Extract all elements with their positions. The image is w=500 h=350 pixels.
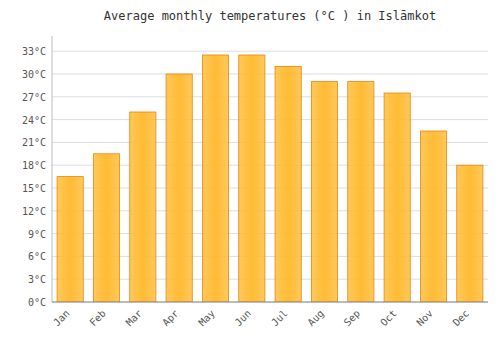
bar <box>57 177 83 302</box>
y-tick-label: 24°C <box>22 115 46 126</box>
x-tick-label: Sep <box>342 308 363 329</box>
x-tick-label: Jan <box>51 308 72 329</box>
bars <box>57 55 483 302</box>
bar <box>202 55 228 302</box>
x-tick-label: Jun <box>233 308 254 329</box>
y-tick-label: 9°C <box>28 229 46 240</box>
y-axis-line <box>52 36 53 302</box>
x-tick-label: Feb <box>87 308 108 329</box>
chart-container: Average monthly temperatures (°C ) in Is… <box>0 0 500 350</box>
title: Average monthly temperatures (°C ) in Is… <box>104 9 436 23</box>
y-tick-label: 6°C <box>28 251 46 262</box>
x-tick-label: Aug <box>305 308 326 329</box>
y-tick-label: 18°C <box>22 160 46 171</box>
bar <box>420 131 446 302</box>
bar <box>275 66 301 302</box>
chart-svg: Average monthly temperatures (°C ) in Is… <box>0 0 500 350</box>
y-tick-label: 0°C <box>28 297 46 308</box>
grid-line <box>52 51 488 52</box>
bar <box>384 93 410 302</box>
grid-line <box>52 119 488 120</box>
grid-line <box>52 302 488 303</box>
grid-line <box>52 96 488 97</box>
y-tick-label: 15°C <box>22 183 46 194</box>
y-tick-label: 30°C <box>22 69 46 80</box>
x-tick-label: Nov <box>414 308 435 329</box>
x-tick-label: Apr <box>160 308 181 329</box>
bar <box>93 154 119 302</box>
bar <box>457 165 483 302</box>
x-tick-label: Dec <box>451 308 472 329</box>
bar <box>130 112 156 302</box>
y-tick-label: 21°C <box>22 137 46 148</box>
x-tick-label: May <box>196 308 217 329</box>
bar <box>311 82 337 302</box>
y-tick-label: 27°C <box>22 92 46 103</box>
x-tick-label: Oct <box>378 308 399 329</box>
bar <box>239 55 265 302</box>
bar <box>166 74 192 302</box>
bar <box>348 82 374 302</box>
grid-line <box>52 74 488 75</box>
grid <box>52 51 488 302</box>
x-axis-line <box>52 302 488 303</box>
page: {"chart_data": {"type": "bar", "title": … <box>0 0 500 350</box>
y-tick-label: 12°C <box>22 206 46 217</box>
x-tick-label: Jul <box>269 308 290 329</box>
x-tick-label: Mar <box>124 308 145 329</box>
y-tick-label: 33°C <box>22 46 46 57</box>
y-tick-label: 3°C <box>28 274 46 285</box>
